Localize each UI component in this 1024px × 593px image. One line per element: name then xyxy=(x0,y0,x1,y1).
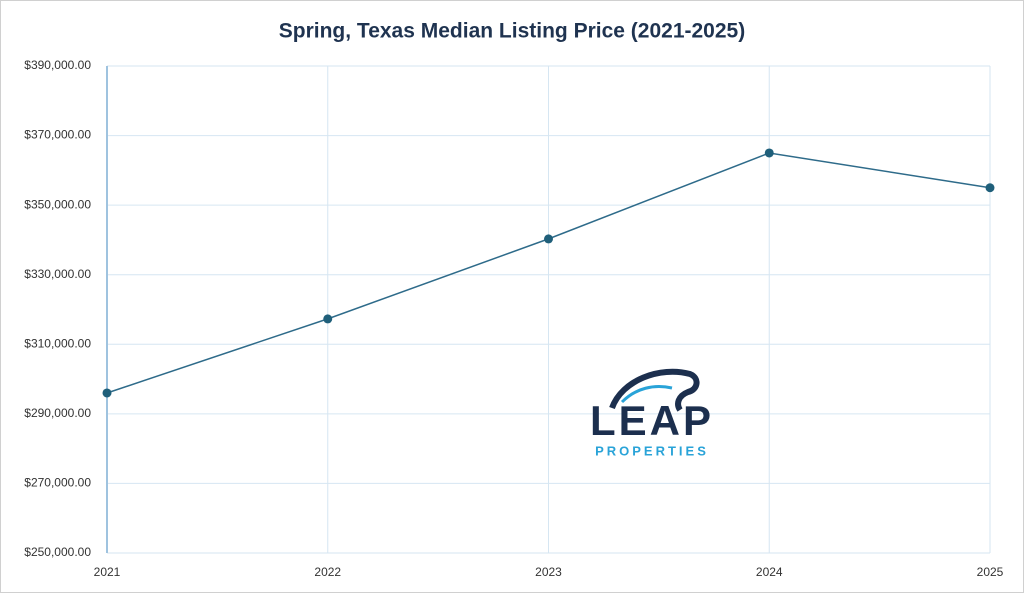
data-point xyxy=(323,314,333,324)
data-point xyxy=(102,388,112,398)
y-tick-label: $330,000.00 xyxy=(24,267,91,281)
x-tick-label: 2022 xyxy=(314,565,341,579)
data-point xyxy=(764,148,774,158)
x-tick-label: 2023 xyxy=(535,565,562,579)
y-tick-label: $350,000.00 xyxy=(24,197,91,211)
data-point xyxy=(985,183,995,193)
logo-swoosh xyxy=(620,385,673,404)
logo: LEAP PROPERTIES xyxy=(590,368,714,458)
y-tick-label: $370,000.00 xyxy=(24,128,91,142)
y-tick-label: $390,000.00 xyxy=(24,58,91,72)
data-point xyxy=(544,234,553,244)
chart-title: Spring, Texas Median Listing Price (2021… xyxy=(279,20,745,43)
y-tick-label: $290,000.00 xyxy=(24,406,91,420)
logo-subtext: PROPERTIES xyxy=(595,443,709,458)
y-tick-label: $310,000.00 xyxy=(24,336,91,350)
logo-frog xyxy=(609,368,700,412)
x-tick-label: 2021 xyxy=(94,565,121,579)
y-tick-label: $270,000.00 xyxy=(24,476,91,490)
x-tick-label: 2024 xyxy=(756,565,783,579)
x-tick-label: 2025 xyxy=(977,565,1004,579)
logo-text: LEAP xyxy=(590,397,714,444)
y-tick-label: $250,000.00 xyxy=(24,545,91,559)
